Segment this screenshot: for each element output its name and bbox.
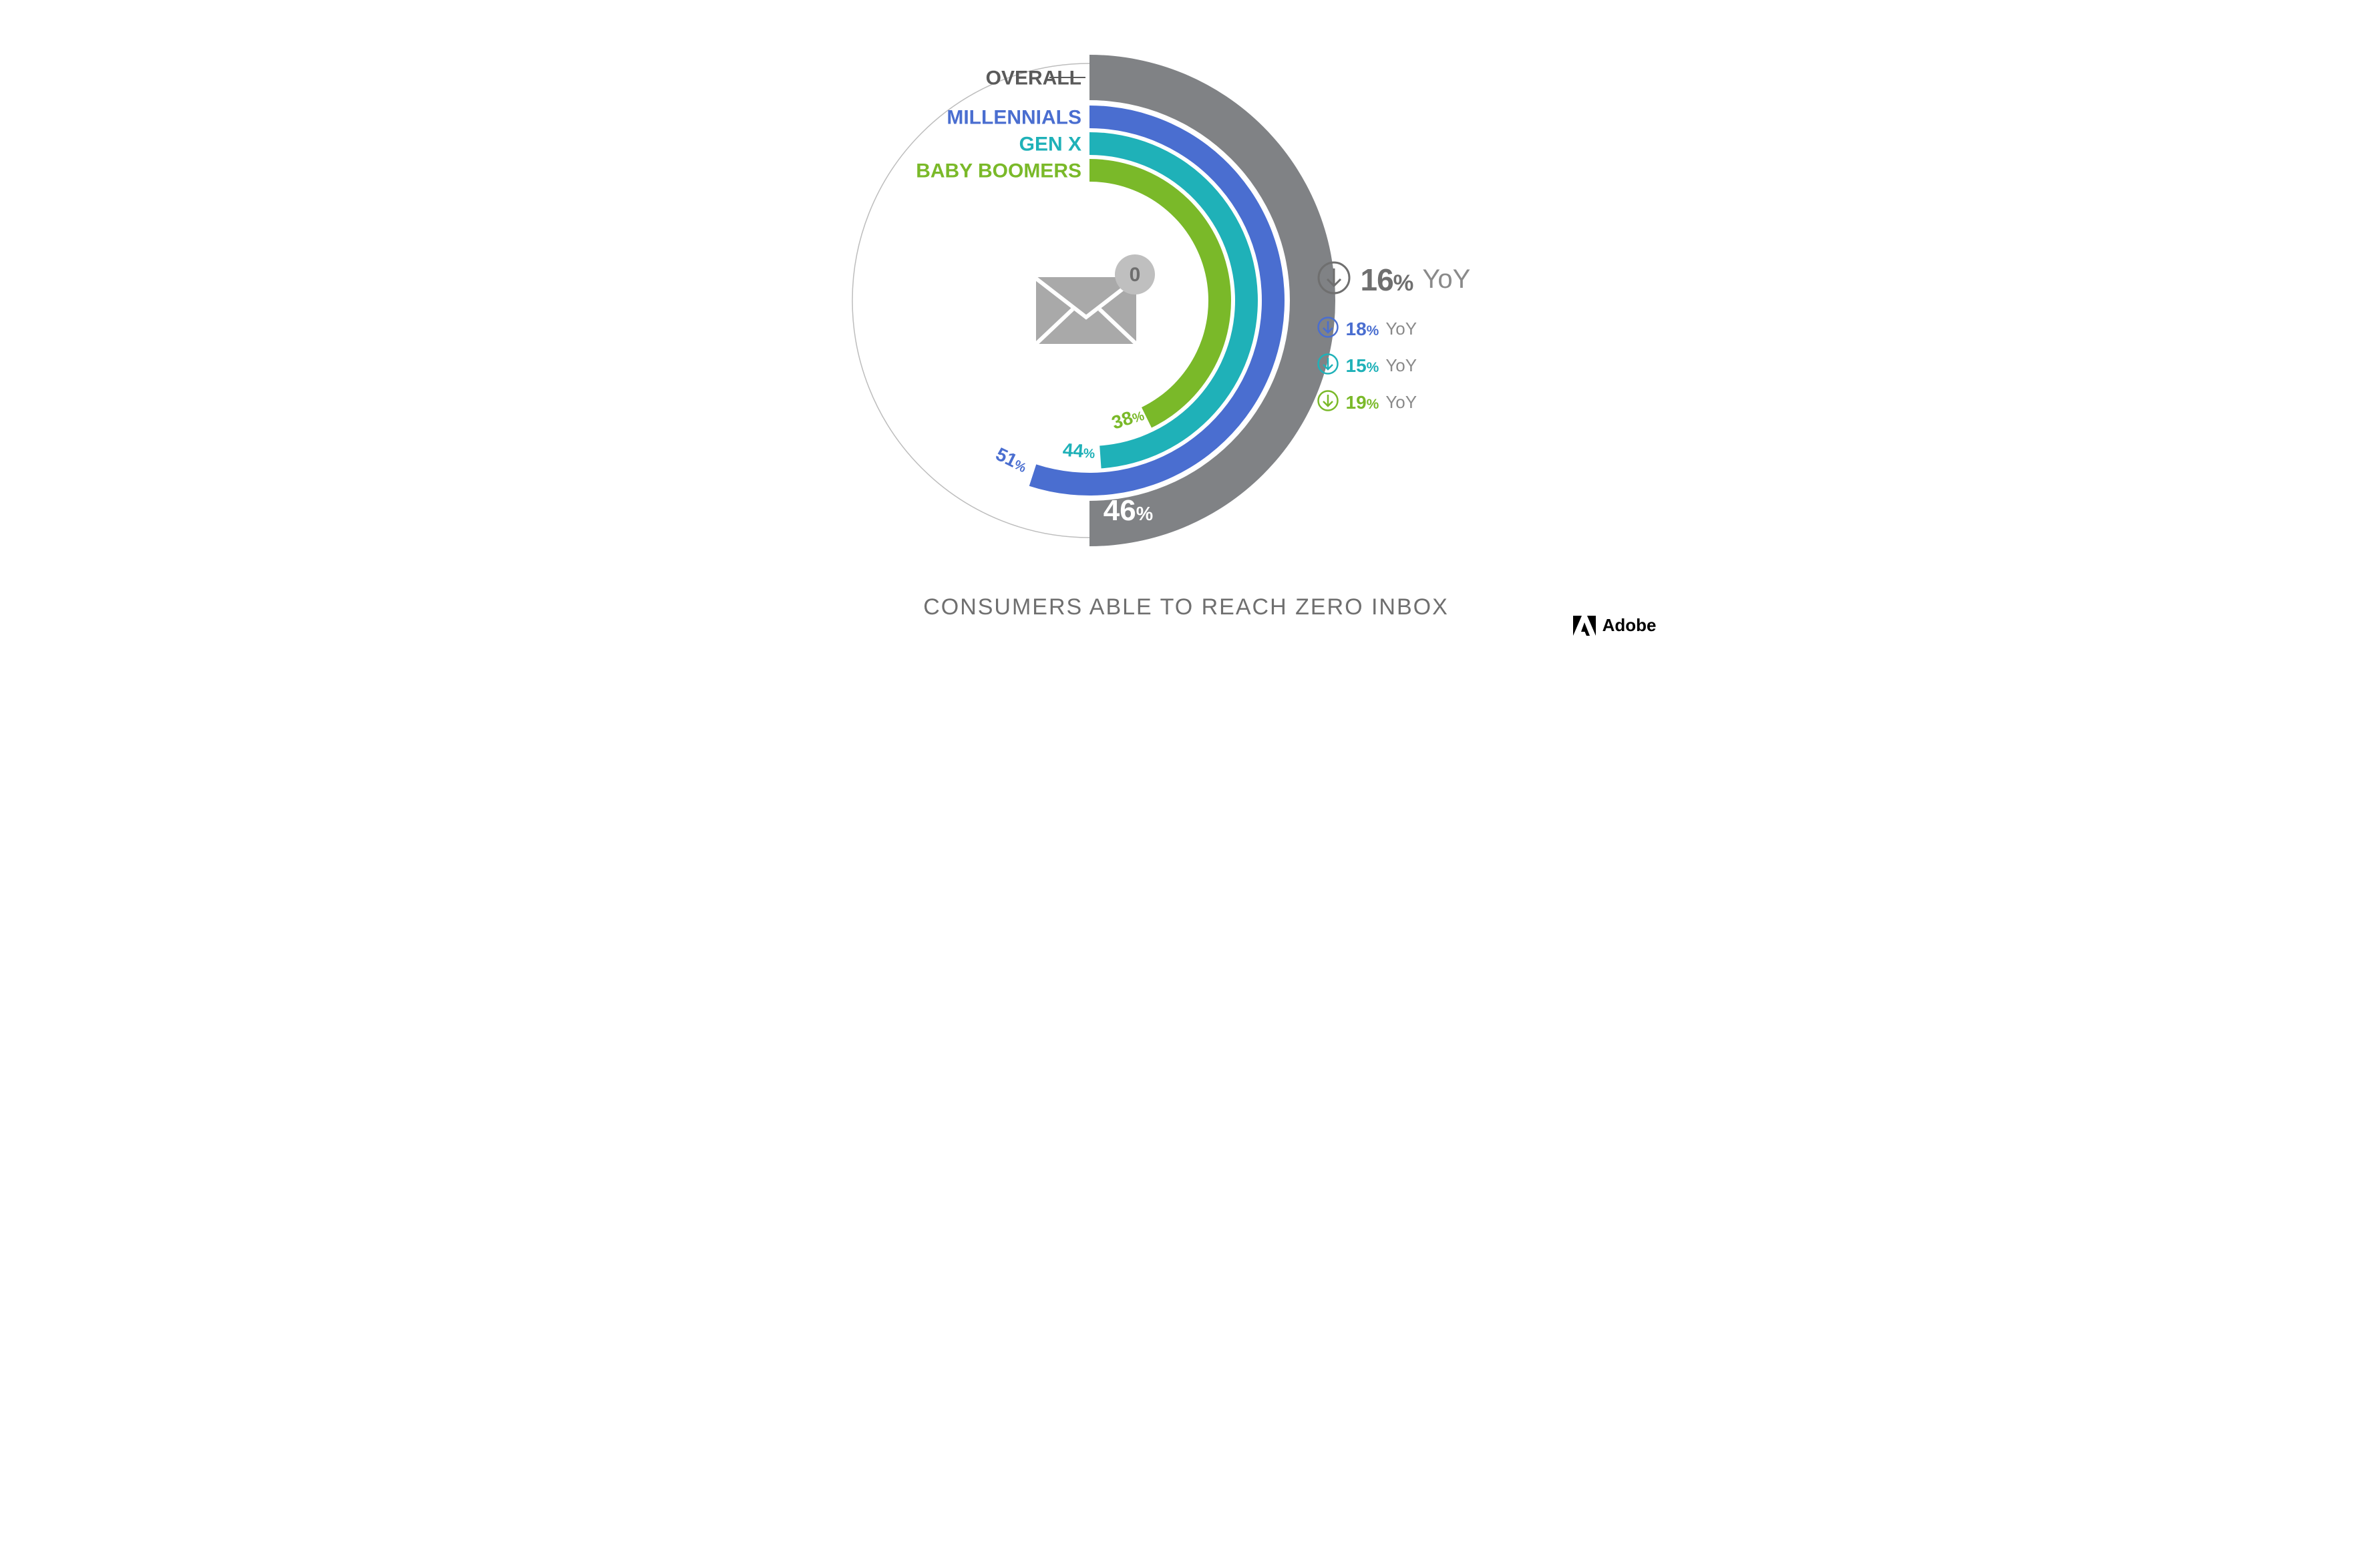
down-arrow-icon (1317, 389, 1339, 415)
yoy-main-label: YoY (1422, 264, 1470, 295)
series-label-genx: GEN X (1019, 134, 1081, 156)
series-label-millennials: MILLENNIALS (947, 107, 1081, 129)
yoy-row-millennials: 18% YoY (1317, 316, 1471, 342)
yoy-row-boomers: 19% YoY (1317, 389, 1471, 415)
brand-logo: Adobe (1573, 615, 1657, 636)
down-arrow-icon (1317, 316, 1339, 342)
yoy-main-row: 16% YoY (1317, 260, 1471, 299)
envelope-zero-icon: 0 (1036, 254, 1155, 344)
yoy-row-pct: 15% (1346, 355, 1379, 377)
yoy-row-pct: 19% (1346, 392, 1379, 413)
arc-value-boomers: 38% (1109, 403, 1146, 433)
brand-text: Adobe (1602, 615, 1657, 636)
chart-caption: CONSUMERS ABLE TO REACH ZERO INBOX (692, 594, 1681, 620)
yoy-block: 16% YoY 18% YoY 15% YoY (1317, 260, 1471, 426)
adobe-logo-icon (1573, 616, 1596, 636)
yoy-main-pct: 16% (1361, 262, 1413, 298)
radial-chart-svg: OVERALL46%MILLENNIALS51%GEN X44%BABY BOO… (692, 0, 1681, 653)
arc-value-genx: 44% (1061, 439, 1095, 462)
yoy-row-genx: 15% YoY (1317, 353, 1471, 379)
yoy-row-label: YoY (1385, 319, 1417, 339)
arc-value-millennials: 51% (992, 443, 1030, 476)
down-arrow-icon (1317, 260, 1351, 299)
yoy-row-pct: 18% (1346, 319, 1379, 340)
yoy-row-label: YoY (1385, 355, 1417, 376)
svg-text:0: 0 (1129, 264, 1140, 286)
down-arrow-icon (1317, 353, 1339, 379)
chart-stage: OVERALL46%MILLENNIALS51%GEN X44%BABY BOO… (692, 0, 1681, 653)
series-label-boomers: BABY BOOMERS (916, 160, 1081, 182)
yoy-row-label: YoY (1385, 392, 1417, 413)
